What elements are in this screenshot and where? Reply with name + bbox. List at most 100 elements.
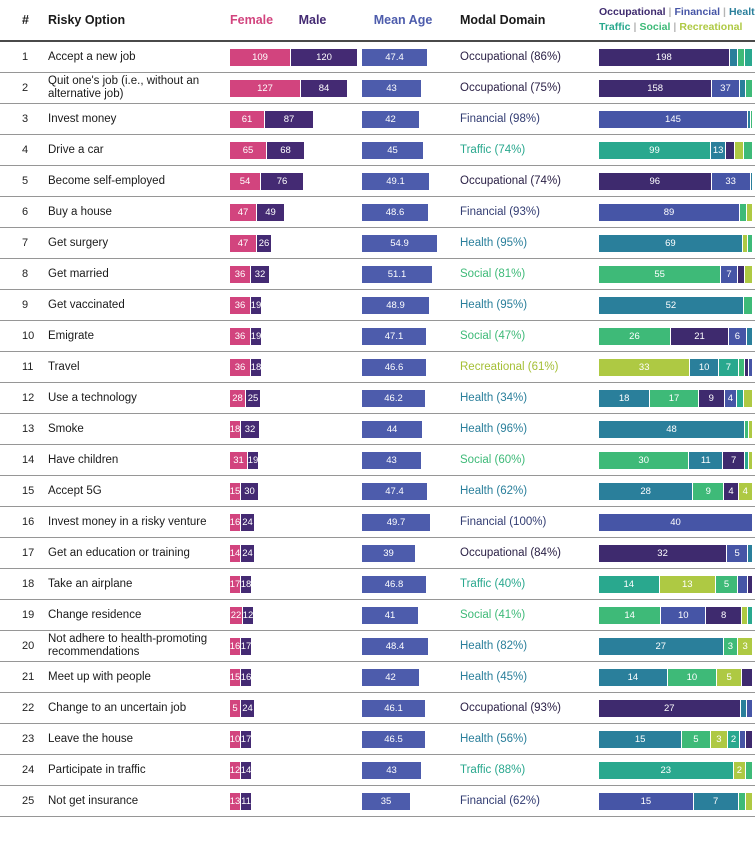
domain-segment-social: 30 [599,451,689,469]
modal-domain-label: Social (47%) [460,330,526,342]
legend-separator: | [633,21,637,33]
male-bar: 32 [251,265,269,283]
domain-segment-recreational [742,234,747,252]
row-number: 9 [22,299,29,311]
domain-stacked-bar: 14 10 5 [599,668,752,686]
female-bar: 61 [230,110,264,128]
table-row: 9 Get vaccinated 36 19 48.9 Health (95%) 52 [0,290,755,321]
female-bar: 13 [230,792,240,810]
male-bar: 49 [257,203,284,221]
table-row: 22 Change to an uncertain job 5 24 46.1 Occup… [0,693,755,724]
domain-segment-occupational: 4 [724,482,738,500]
mean-age-bar: 47.4 [362,482,427,500]
domain-segment-traffic: 14 [599,575,659,593]
domain-segment-occupational: 96 [599,172,711,190]
modal-domain-label: Financial (62%) [460,795,540,807]
female-male-bar: 13 11 [230,792,362,810]
modal-domain-label: Health (82%) [460,640,528,652]
domain-stacked-bar: 89 [599,203,752,221]
domain-stacked-bar: 15 7 [599,792,752,810]
modal-domain-label: Traffic (74%) [460,144,526,156]
domain-segment-social: 5 [715,575,738,593]
legend-item-occupational: Occupational [599,6,666,18]
row-number: 3 [22,113,29,125]
modal-domain-label: Occupational (75%) [460,82,561,94]
domain-segment-financial [740,730,746,748]
modal-domain-label: Occupational (84%) [460,547,561,559]
row-number: 11 [22,361,34,373]
table-row: 11 Travel 36 18 46.6 Recreational (61%) 33 10 7 [0,352,755,383]
modal-domain-label: Occupational (86%) [460,51,561,63]
modal-domain-label: Financial (98%) [460,113,540,125]
domain-segment-financial: 5 [727,544,748,562]
risky-option-label: Change to an uncertain job [48,701,187,714]
female-bar: 47 [230,203,256,221]
table-row: 1 Accept a new job 109 120 47.4 Occupational … [0,42,755,73]
table-row: 17 Get an education or training 14 24 39 Occu… [0,538,755,569]
row-number: 1 [22,51,29,63]
domain-segment-financial: 33 [711,172,750,190]
male-bar: 25 [246,389,260,407]
risky-option-label: Meet up with people [48,670,151,683]
female-male-bar: 10 17 [230,730,362,748]
row-number: 17 [22,547,35,559]
modal-domain-label: Social (41%) [460,609,526,621]
female-bar: 16 [230,637,240,655]
risky-option-label: Use a technology [48,391,137,404]
row-number: 19 [22,609,35,621]
domain-segment-social [746,79,752,97]
mean-age-bar: 46.5 [362,730,425,748]
domain-segment-health: 10 [690,358,718,376]
domain-segment-social: 14 [599,606,661,624]
domain-segment-traffic: 2 [728,730,740,748]
table-row: 23 Leave the house 10 17 46.5 Health (56%) 15 5… [0,724,755,755]
modal-domain-label: Traffic (88%) [460,764,526,776]
female-bar: 36 [230,358,250,376]
domain-segment-recreational [743,389,752,407]
domain-segment-social: 26 [599,327,670,345]
risky-option-label: Get surgery [48,236,109,249]
domain-segment-health: 13 [710,141,726,159]
domain-segment-occupational: 9 [698,389,724,407]
domain-segment-health [746,327,752,345]
domain-stacked-bar: 23 2 [599,761,752,779]
domain-segment-health: 7 [693,792,738,810]
risky-option-label: Buy a house [48,205,112,218]
male-bar: 11 [241,792,251,810]
risky-option-label: Not adhere to health-promoting recommend… [48,633,208,658]
female-bar: 54 [230,172,260,190]
domain-segment-recreational: 33 [599,358,690,376]
modal-domain-label: Recreational (61%) [460,361,559,373]
modal-domain-label: Occupational (74%) [460,175,561,187]
male-bar: 32 [241,420,259,438]
risky-option-label: Leave the house [48,732,134,745]
female-male-bar: 36 19 [230,296,362,314]
domain-segment-financial: 6 [729,327,746,345]
table-row: 8 Get married 36 32 51.1 Social (81%) 55 7 [0,259,755,290]
row-number: 23 [22,733,35,745]
risky-option-label: Become self-employed [48,174,165,187]
domain-segment-social [746,761,752,779]
female-bar: 47 [230,234,256,252]
domain-segment-financial: 40 [599,513,752,531]
risky-option-label: Change residence [48,608,142,621]
domain-stacked-bar: 145 [599,110,752,128]
female-bar: 17 [230,575,240,593]
modal-domain-label: Health (56%) [460,733,528,745]
female-male-bar: 14 24 [230,544,362,562]
domain-stacked-bar: 33 10 7 [599,358,752,376]
mean-age-bar: 35 [362,792,410,810]
female-male-bar: 16 17 [230,637,362,655]
domain-segment-social [744,141,752,159]
domain-segment-recreational [747,203,752,221]
domain-segment-social [750,110,752,128]
male-bar: 84 [301,79,347,97]
domain-segment-health: 15 [599,730,682,748]
modal-domain-label: Health (45%) [460,671,528,683]
legend-item-social: Social [639,21,671,33]
table-row: 6 Buy a house 47 49 48.6 Financial (93%) 89 [0,197,755,228]
female-bar: 36 [230,327,250,345]
domain-segment-social [739,203,747,221]
female-bar: 127 [230,79,300,97]
